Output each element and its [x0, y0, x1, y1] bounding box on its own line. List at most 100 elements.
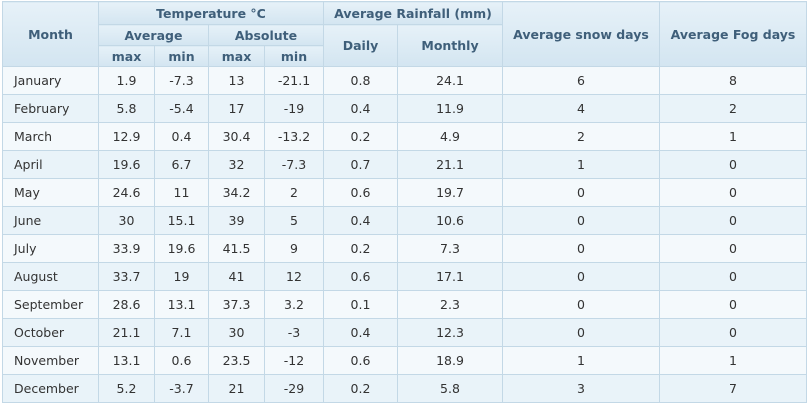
monthly-rainfall-cell: 24.1: [397, 66, 503, 95]
abs-min-cell: 3.2: [264, 290, 324, 319]
monthly-rainfall-cell: 10.6: [397, 206, 503, 235]
abs-min-cell: -7.3: [264, 150, 324, 179]
month-cell: August: [2, 262, 99, 291]
avg-min-cell: 11: [154, 178, 209, 207]
absolute-temp-header: Absolute: [208, 24, 324, 46]
abs-max-cell: 23.5: [208, 346, 265, 375]
avg-min-cell: 7.1: [154, 318, 209, 347]
avg-max-cell: 30: [98, 206, 155, 235]
abs-min-cell: -12: [264, 346, 324, 375]
fog-days-cell: 0: [659, 318, 807, 347]
snow-days-cell: 2: [502, 122, 660, 151]
daily-rainfall-cell: 0.2: [323, 234, 398, 263]
fog-days-cell: 0: [659, 262, 807, 291]
abs-min-cell: 5: [264, 206, 324, 235]
monthly-rainfall-cell: 5.8: [397, 374, 503, 403]
avg-max-cell: 1.9: [98, 66, 155, 95]
snow-days-cell: 0: [502, 234, 660, 263]
abs-max-cell: 39: [208, 206, 265, 235]
monthly-rainfall-cell: 4.9: [397, 122, 503, 151]
monthly-rainfall-cell: 18.9: [397, 346, 503, 375]
fog-days-cell: 7: [659, 374, 807, 403]
month-cell: September: [2, 290, 99, 319]
month-cell: March: [2, 122, 99, 151]
month-cell: June: [2, 206, 99, 235]
fog-days-cell: 0: [659, 206, 807, 235]
abs-max-cell: 17: [208, 94, 265, 123]
avg-min-cell: 13.1: [154, 290, 209, 319]
avg-max-cell: 33.7: [98, 262, 155, 291]
abs-min-cell: -13.2: [264, 122, 324, 151]
fog-days-cell: 0: [659, 290, 807, 319]
avg-max-cell: 24.6: [98, 178, 155, 207]
avg-min-cell: -5.4: [154, 94, 209, 123]
snow-days-cell: 0: [502, 318, 660, 347]
climate-table: Month Temperature °C Average Rainfall (m…: [2, 1, 807, 403]
snow-days-cell: 3: [502, 374, 660, 403]
daily-rainfall-cell: 0.2: [323, 374, 398, 403]
abs-min-cell: 2: [264, 178, 324, 207]
table-body: January 1.9 -7.3 13 -21.1 0.8 24.1 6 8 February 5.…: [2, 66, 807, 403]
snow-days-cell: 1: [502, 150, 660, 179]
abs-min-cell: -3: [264, 318, 324, 347]
avg-min-cell: -3.7: [154, 374, 209, 403]
average-temp-header: Average: [98, 24, 209, 46]
average-max-header: max: [98, 45, 155, 67]
avg-min-cell: 6.7: [154, 150, 209, 179]
daily-rainfall-cell: 0.6: [323, 178, 398, 207]
avg-max-cell: 21.1: [98, 318, 155, 347]
avg-min-cell: 0.6: [154, 346, 209, 375]
table-row: April 19.6 6.7 32 -7.3 0.7 21.1 1 0: [2, 150, 807, 179]
table-row: November 13.1 0.6 23.5 -12 0.6 18.9 1 1: [2, 346, 807, 375]
abs-max-cell: 41.5: [208, 234, 265, 263]
table-row: January 1.9 -7.3 13 -21.1 0.8 24.1 6 8: [2, 66, 807, 95]
daily-rainfall-cell: 0.4: [323, 206, 398, 235]
fog-days-cell: 8: [659, 66, 807, 95]
monthly-rainfall-cell: 2.3: [397, 290, 503, 319]
avg-min-cell: -7.3: [154, 66, 209, 95]
avg-min-cell: 15.1: [154, 206, 209, 235]
abs-max-cell: 30: [208, 318, 265, 347]
abs-max-cell: 41: [208, 262, 265, 291]
table-row: May 24.6 11 34.2 2 0.6 19.7 0 0: [2, 178, 807, 207]
avg-max-cell: 28.6: [98, 290, 155, 319]
daily-rainfall-cell: 0.4: [323, 318, 398, 347]
abs-max-cell: 32: [208, 150, 265, 179]
abs-min-cell: -21.1: [264, 66, 324, 95]
abs-max-cell: 30.4: [208, 122, 265, 151]
fog-days-cell: 1: [659, 122, 807, 151]
month-cell: May: [2, 178, 99, 207]
temperature-header: Temperature °C: [98, 1, 324, 25]
abs-min-cell: 9: [264, 234, 324, 263]
fog-days-cell: 0: [659, 234, 807, 263]
average-min-header: min: [154, 45, 209, 67]
month-cell: April: [2, 150, 99, 179]
month-header: Month: [2, 1, 99, 67]
avg-min-cell: 0.4: [154, 122, 209, 151]
table-row: December 5.2 -3.7 21 -29 0.2 5.8 3 7: [2, 374, 807, 403]
month-cell: February: [2, 94, 99, 123]
avg-min-cell: 19: [154, 262, 209, 291]
daily-rainfall-header: Daily: [323, 24, 398, 67]
avg-max-cell: 5.8: [98, 94, 155, 123]
table-row: February 5.8 -5.4 17 -19 0.4 11.9 4 2: [2, 94, 807, 123]
month-cell: December: [2, 374, 99, 403]
fog-days-cell: 0: [659, 178, 807, 207]
monthly-rainfall-cell: 11.9: [397, 94, 503, 123]
table-header: Month Temperature °C Average Rainfall (m…: [2, 1, 807, 67]
avg-max-cell: 13.1: [98, 346, 155, 375]
table-row: June 30 15.1 39 5 0.4 10.6 0 0: [2, 206, 807, 235]
abs-min-cell: -29: [264, 374, 324, 403]
monthly-rainfall-cell: 7.3: [397, 234, 503, 263]
snow-days-cell: 0: [502, 290, 660, 319]
month-cell: November: [2, 346, 99, 375]
abs-max-cell: 37.3: [208, 290, 265, 319]
monthly-rainfall-cell: 19.7: [397, 178, 503, 207]
abs-min-cell: 12: [264, 262, 324, 291]
snow-days-header: Average snow days: [502, 1, 660, 67]
table-row: September 28.6 13.1 37.3 3.2 0.1 2.3 0 0: [2, 290, 807, 319]
monthly-rainfall-cell: 21.1: [397, 150, 503, 179]
daily-rainfall-cell: 0.4: [323, 94, 398, 123]
avg-min-cell: 19.6: [154, 234, 209, 263]
avg-max-cell: 5.2: [98, 374, 155, 403]
